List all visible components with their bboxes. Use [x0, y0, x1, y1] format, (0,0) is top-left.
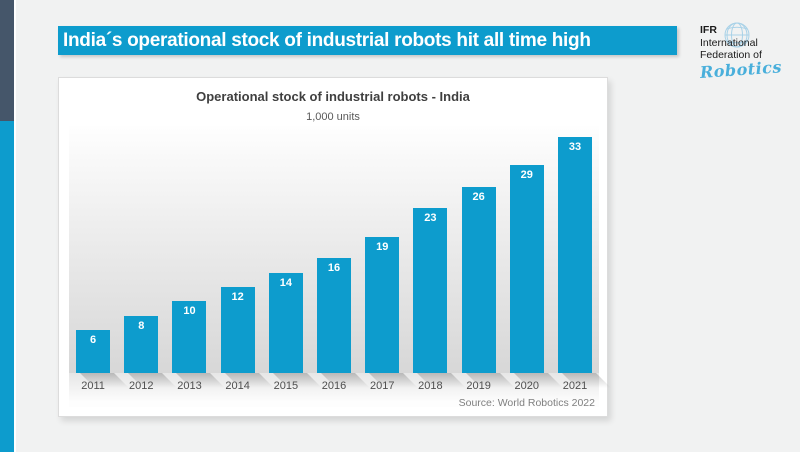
- bar-value-label: 33: [568, 141, 582, 153]
- bar-slot: 26: [455, 126, 503, 373]
- bar: 19: [365, 237, 400, 373]
- axis-cell: 2019: [455, 373, 515, 407]
- x-axis-tick-label: 2018: [418, 380, 443, 392]
- bar-value-label: 6: [90, 334, 97, 346]
- x-axis-tick-label: 2012: [129, 380, 154, 392]
- bar: 10: [172, 301, 207, 373]
- axis-cell: 2018: [406, 373, 467, 407]
- axis-cell: 2021: [551, 373, 611, 407]
- bar-slot: 14: [262, 126, 310, 373]
- x-axis-tick-label: 2019: [466, 380, 491, 392]
- side-strip-cyan: [0, 121, 16, 452]
- headline-banner: India´s operational stock of industrial …: [58, 26, 677, 55]
- logo-line3: Federation of: [700, 49, 762, 61]
- plot-area: 6 8 10 12 14 16 19 23 26 29 33: [69, 126, 599, 373]
- bar-slot: 12: [214, 126, 262, 373]
- headline-text: India´s operational stock of industrial …: [63, 30, 591, 51]
- bar-slot: 16: [310, 126, 358, 373]
- bar-slot: 23: [406, 126, 454, 373]
- chart-card: Operational stock of industrial robots -…: [58, 77, 611, 417]
- bar: 14: [268, 273, 303, 373]
- source-note: Source: World Robotics 2022: [458, 397, 595, 409]
- x-axis-tick-label: 2013: [177, 380, 202, 392]
- axis-cell: 2016: [310, 373, 371, 407]
- axis-cell: 2013: [165, 373, 226, 407]
- globe-icon: [722, 20, 752, 55]
- bar-slot: 10: [165, 126, 213, 373]
- logo-line2: International: [700, 36, 758, 49]
- axis-cell: 2014: [214, 373, 274, 407]
- bar-value-label: 26: [472, 191, 485, 203]
- logo-abbr: IFR: [700, 24, 717, 36]
- bar-slot: 29: [503, 126, 551, 373]
- x-axis-tick-label: 2014: [225, 380, 250, 392]
- side-strip-navy: [0, 0, 16, 121]
- x-axis-tick-label: 2015: [273, 380, 299, 392]
- bar-slot: 33: [551, 126, 599, 373]
- bar-value-label: 16: [327, 262, 341, 274]
- bar-value-label: 23: [424, 212, 437, 224]
- bar: 26: [461, 187, 496, 373]
- bar-value-label: 29: [520, 169, 533, 181]
- x-axis-tick-label: 2016: [321, 380, 347, 392]
- chart-title: Operational stock of industrial robots -…: [196, 89, 470, 104]
- bar: 29: [509, 165, 544, 373]
- bar-value-label: 12: [231, 291, 244, 303]
- bar: 12: [220, 287, 255, 373]
- bar-value-label: 10: [183, 305, 196, 317]
- bar-value-label: 8: [138, 320, 145, 332]
- x-axis-area: 2011 2012 2013 2014 2015 2016 2017 2018 2019 2020…: [69, 373, 611, 407]
- axis-cell: 2012: [117, 373, 178, 407]
- bar-value-label: 14: [279, 277, 292, 289]
- axis-cell: 2011: [69, 373, 130, 407]
- bar: 16: [317, 258, 352, 373]
- bar: 33: [557, 137, 592, 373]
- bar-slot: 19: [358, 126, 406, 373]
- x-axis-tick-label: 2021: [562, 380, 588, 392]
- chart-subtitle: 1,000 units: [306, 111, 360, 123]
- axis-cell: 2017: [358, 373, 419, 407]
- axis-cell: 2015: [262, 373, 322, 407]
- x-axis-tick-label: 2011: [81, 380, 105, 392]
- bar-slot: 6: [69, 126, 117, 373]
- axis-cell: 2020: [503, 373, 563, 407]
- bar: 8: [124, 316, 159, 373]
- x-axis-tick-label: 2020: [514, 380, 540, 392]
- bar-slot: 8: [117, 126, 165, 373]
- ifr-logo: IFR International Federation of Robotics: [699, 22, 790, 82]
- bar-value-label: 19: [376, 241, 389, 253]
- x-axis-tick-label: 2017: [369, 380, 395, 392]
- bar: 23: [413, 208, 448, 373]
- bar: 6: [76, 330, 111, 373]
